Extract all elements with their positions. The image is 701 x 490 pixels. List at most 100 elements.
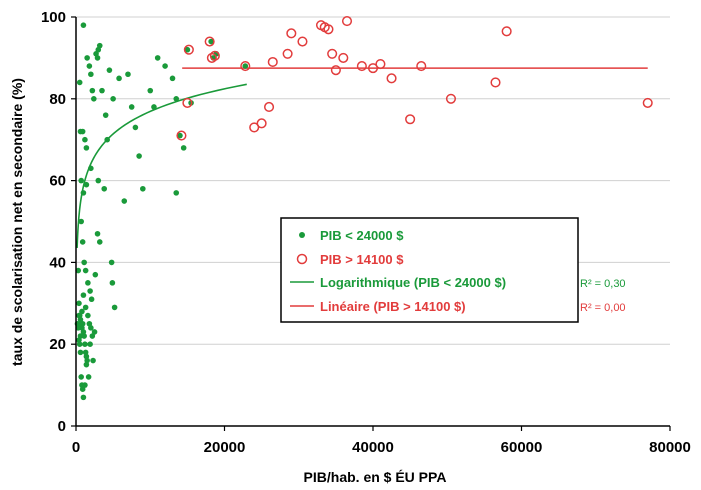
point-high-gdp	[416, 61, 427, 72]
point-low-gdp	[79, 239, 86, 245]
x-tick-label: 20000	[204, 439, 246, 456]
x-tick-label: 0	[72, 439, 80, 456]
point-high-gdp	[240, 61, 251, 72]
point-low-gdp	[96, 42, 103, 49]
point-low-gdp	[78, 374, 84, 380]
point-low-gdp	[86, 63, 93, 69]
legend-label: Linéaire (PIB > 14100 $)	[320, 299, 466, 314]
point-low-gdp	[154, 55, 161, 61]
point-high-gdp	[183, 44, 194, 55]
point-low-gdp	[80, 394, 87, 401]
point-low-gdp	[77, 349, 84, 356]
point-low-gdp	[91, 329, 98, 335]
r2-log-annotation: R² = 0,30	[580, 278, 626, 290]
point-low-gdp	[79, 128, 86, 135]
point-high-gdp	[642, 97, 653, 108]
point-high-gdp	[386, 73, 397, 84]
point-low-gdp	[177, 132, 183, 139]
point-low-gdp	[108, 259, 115, 266]
legend-item: PIB > 14100 $	[296, 252, 404, 267]
point-low-gdp	[76, 300, 82, 307]
point-low-gdp	[125, 71, 131, 78]
point-low-gdp	[88, 165, 94, 172]
point-low-gdp	[89, 87, 96, 94]
y-tick-label: 100	[41, 9, 66, 26]
point-low-gdp	[83, 181, 90, 188]
point-low-gdp	[81, 259, 87, 266]
point-high-gdp	[338, 52, 349, 63]
point-high-gdp	[264, 101, 275, 113]
point-low-gdp	[102, 112, 109, 118]
point-low-gdp	[80, 292, 87, 298]
point-low-gdp	[80, 22, 87, 28]
y-tick-label: 20	[49, 336, 66, 353]
point-low-gdp	[92, 271, 99, 278]
point-high-gdp	[286, 28, 297, 39]
point-low-gdp	[84, 55, 90, 61]
point-low-gdp	[76, 312, 82, 319]
point-low-gdp	[76, 341, 83, 348]
point-low-gdp	[83, 361, 90, 368]
point-low-gdp	[82, 341, 88, 348]
point-low-gdp	[88, 71, 94, 78]
point-low-gdp	[132, 124, 139, 131]
trendline-log	[76, 83, 247, 248]
point-low-gdp	[184, 46, 191, 53]
point-high-gdp	[323, 24, 334, 35]
point-low-gdp	[95, 177, 102, 184]
point-low-gdp	[79, 320, 86, 327]
point-low-gdp	[76, 79, 83, 86]
point-low-gdp	[173, 96, 180, 102]
point-low-gdp	[79, 386, 86, 392]
point-low-gdp	[242, 63, 249, 69]
point-low-gdp	[162, 63, 168, 69]
point-low-gdp	[85, 312, 91, 319]
x-tick-label: 60000	[501, 439, 543, 456]
point-low-gdp	[140, 185, 146, 192]
point-low-gdp	[88, 296, 95, 303]
point-low-gdp	[89, 333, 96, 339]
point-high-gdp	[356, 61, 367, 72]
point-low-gdp	[94, 230, 101, 237]
legend: PIB < 24000 $ PIB > 14100 $ Logarithmique …	[280, 217, 579, 323]
legend-item: Logarithmique (PIB < 24000 $)	[290, 275, 506, 290]
point-low-gdp	[75, 325, 82, 331]
point-low-gdp	[78, 177, 84, 184]
legend-item: Linéaire (PIB > 14100 $)	[290, 299, 466, 314]
legend-label: PIB < 24000 $	[320, 228, 404, 243]
point-low-gdp	[106, 67, 113, 73]
point-low-gdp	[110, 96, 116, 102]
point-low-gdp	[87, 341, 93, 348]
point-low-gdp	[83, 145, 90, 151]
point-low-gdp	[104, 136, 110, 143]
point-high-gdp	[182, 97, 193, 108]
point-high-gdp	[490, 77, 501, 88]
point-high-gdp	[341, 16, 353, 27]
point-low-gdp	[208, 38, 214, 45]
point-high-gdp	[249, 122, 260, 133]
point-low-gdp	[101, 185, 108, 192]
point-low-gdp	[80, 190, 87, 196]
point-low-gdp	[136, 153, 142, 159]
point-high-gdp	[176, 130, 187, 141]
point-low-gdp	[82, 382, 88, 388]
point-high-gdp	[327, 48, 338, 59]
point-high-gdp	[375, 58, 386, 70]
point-low-gdp	[82, 136, 88, 143]
point-low-gdp	[90, 357, 96, 364]
point-low-gdp	[87, 288, 93, 294]
legend-label: Logarithmique (PIB < 24000 $)	[320, 275, 506, 290]
point-low-gdp	[121, 198, 128, 204]
point-low-gdp	[94, 55, 101, 61]
point-low-gdp	[151, 104, 157, 110]
point-low-gdp	[169, 75, 176, 82]
point-low-gdp	[99, 87, 105, 94]
point-high-gdp	[501, 26, 512, 37]
y-tick-label: 0	[58, 418, 66, 435]
y-axis-label: taux de scolarisation net en secondaire …	[9, 78, 25, 366]
legend-item: PIB < 24000 $	[299, 228, 404, 243]
axes	[71, 16, 671, 431]
point-high-gdp	[367, 63, 379, 74]
y-tick-label: 40	[49, 254, 66, 271]
